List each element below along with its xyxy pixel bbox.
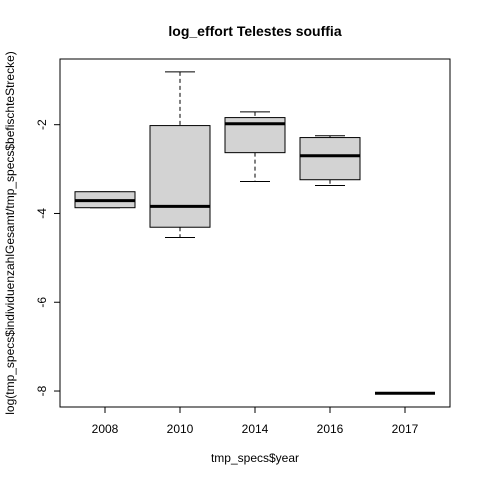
x-tick-label: 2017: [392, 422, 419, 436]
x-tick-label: 2016: [317, 422, 344, 436]
x-tick-label: 2008: [92, 422, 119, 436]
y-tick-label: -4: [35, 208, 49, 219]
y-tick-label: -8: [35, 385, 49, 396]
x-axis-label: tmp_specs$year: [211, 451, 299, 465]
x-tick-label: 2014: [242, 422, 269, 436]
y-tick-label: -2: [35, 119, 49, 130]
box: [149, 125, 211, 228]
box: [299, 137, 361, 181]
chart-title: log_effort Telestes souffia: [168, 23, 341, 39]
y-tick-label: -6: [35, 297, 49, 308]
x-tick-label: 2010: [167, 422, 194, 436]
y-axis-label: log(tmp_specs$individuenzahlGesamt/tmp_s…: [3, 51, 17, 415]
